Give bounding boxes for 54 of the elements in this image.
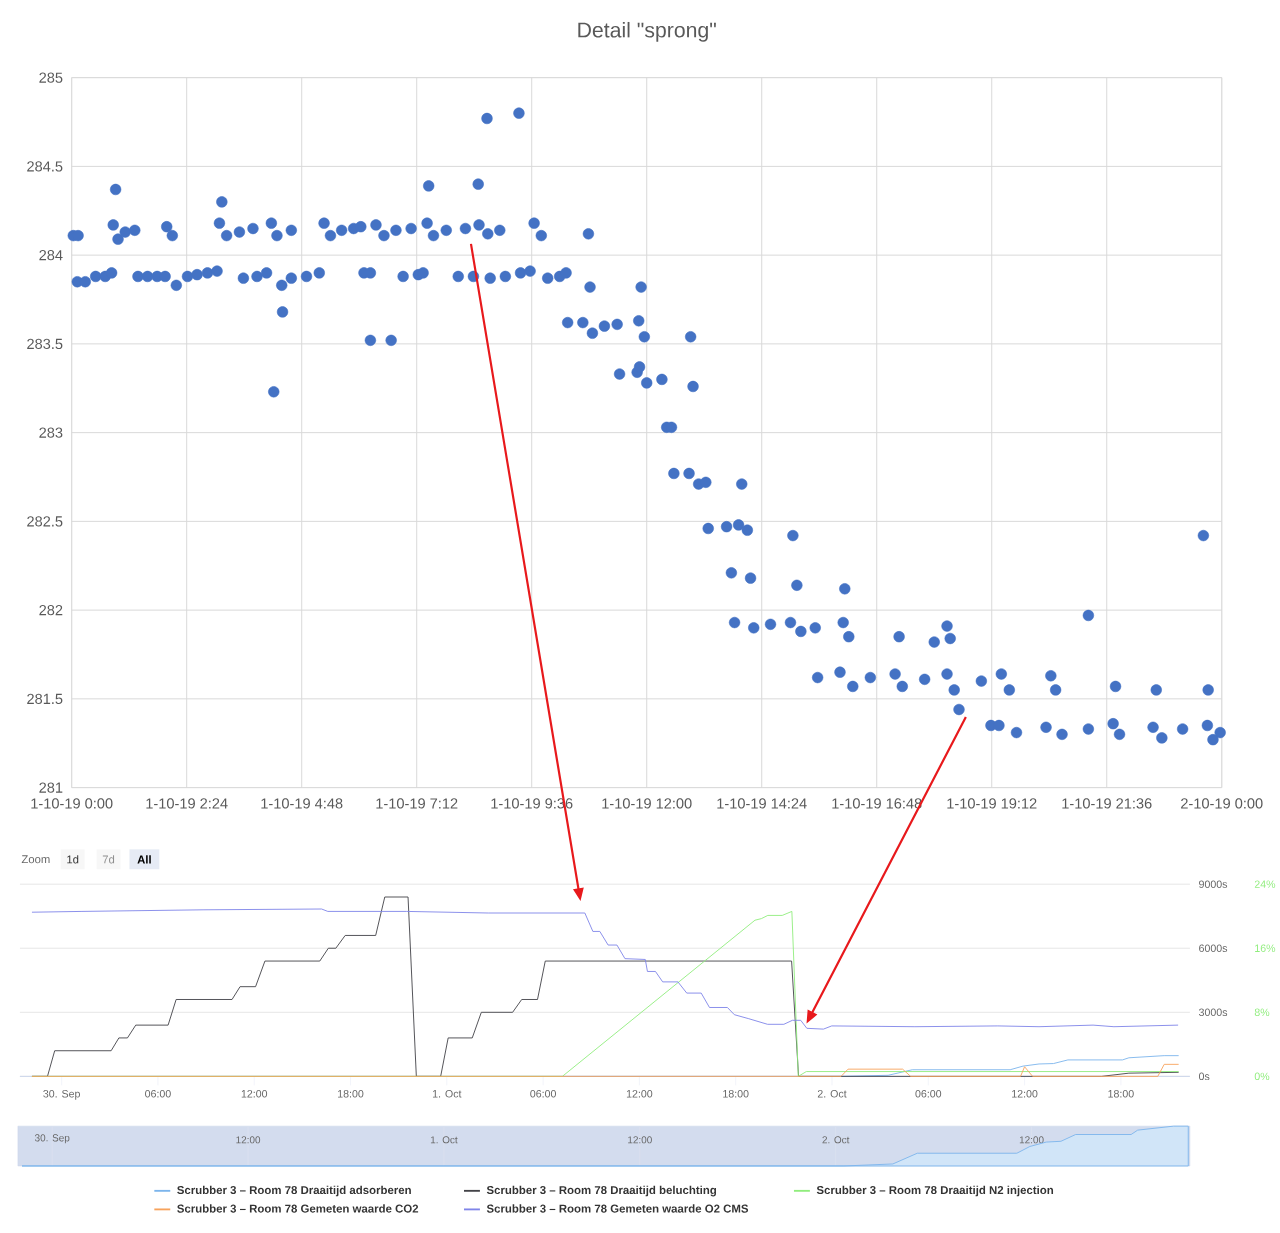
x-tick-label: 06:00 [915,1090,942,1098]
y-tick-label: 282.5 [27,516,63,527]
y-tick-label: 281 [39,782,63,793]
legend-label: Scrubber 3 – Room 78 Gemeten waarde CO2 [177,1204,419,1213]
y-tick-label: 0s [1198,1072,1210,1081]
y-tick-label: 283 [39,427,63,438]
x-tick-label: 30. Sep [34,1134,70,1144]
y-tick-label: 282 [39,605,63,616]
x-tick-label: 2. Oct [822,1136,850,1144]
y-tick-label: 284 [39,250,63,261]
y2-tick-label: 8% [1254,1008,1270,1017]
x-tick-label: 1-10-19 21:36 [1062,798,1152,809]
x-tick-label: 1-10-19 4:48 [261,798,343,809]
x-tick-label: 12:00 [628,1136,652,1144]
y2-tick-label: 24% [1254,880,1276,889]
x-tick-label: 30. Sep [43,1090,80,1100]
x-tick-label: 1-10-19 19:12 [947,798,1037,809]
x-tick-label: 2-10-19 0:00 [1181,798,1263,809]
y-tick-label: 3000s [1198,1008,1228,1017]
text: 7d [102,855,115,864]
x-tick-label: 1. Oct [430,1136,458,1144]
chart-title: Detail "sprong" [578,22,716,42]
text: All [137,855,151,864]
x-tick-label: 06:00 [530,1090,556,1098]
y2-tick-label: 16% [1255,944,1276,953]
x-tick-label: 18:00 [723,1090,749,1098]
x-tick-label: 12:00 [1012,1090,1038,1098]
x-tick-label: 1-10-19 2:24 [146,798,228,809]
x-tick-label: 12:00 [1019,1136,1044,1144]
x-tick-label: 12:00 [241,1090,268,1098]
x-tick-label: 1-10-19 12:00 [602,798,692,809]
legend-label: Scrubber 3 – Room 78 Draaitijd beluchting [486,1185,717,1197]
y-tick-label: 283.5 [27,338,63,350]
x-tick-label: 12:00 [236,1136,261,1144]
x-tick-label: 2. Oct [817,1090,847,1098]
x-tick-label: 06:00 [145,1090,171,1098]
y2-tick-label: 0% [1254,1072,1270,1081]
y-tick-label: 281.5 [27,693,63,705]
y-tick-label: 284.5 [27,161,63,172]
x-tick-label: 18:00 [338,1090,364,1098]
x-tick-label: 12:00 [626,1090,653,1098]
x-tick-label: 1-10-19 7:12 [376,798,458,809]
x-tick-label: 1-10-19 0:00 [31,798,113,809]
y-tick-label: 6000s [1199,944,1228,953]
y-tick-label: 285 [39,72,63,83]
x-tick-label: 1. Oct [432,1090,462,1098]
text: 1d [67,855,79,864]
y-tick-label: 9000s [1199,880,1228,889]
text: Zoom [21,855,50,864]
legend-label: Scrubber 3 – Room 78 Draaitijd N2 injection [816,1185,1054,1197]
x-tick-label: 1-10-19 14:24 [717,798,807,809]
legend-label: Scrubber 3 – Room 78 Gemeten waarde O2 CMS [486,1204,749,1213]
x-tick-label: 18:00 [1108,1090,1134,1098]
legend-label: Scrubber 3 – Room 78 Draaitijd adsorberen [177,1185,411,1197]
